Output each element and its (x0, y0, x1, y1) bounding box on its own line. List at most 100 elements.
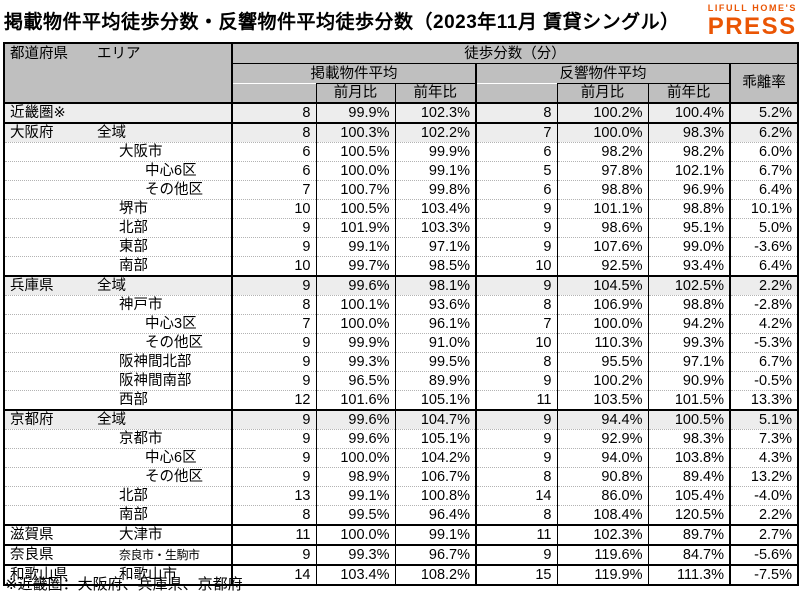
header-listed-value-spacer (231, 83, 316, 103)
inquiry-mom-cell: 100.0% (556, 314, 648, 334)
prefecture-label: 近畿圏※ (10, 105, 66, 121)
listed-mom-cell: 98.9% (315, 467, 395, 487)
inquiry-minutes-cell: 9 (475, 275, 557, 296)
listed-yoy-cell: 108.2% (394, 564, 476, 585)
inquiry-mom-cell: 106.9% (556, 295, 648, 315)
area-label: その他区 (145, 469, 203, 485)
listed-mom-cell: 99.1% (315, 486, 395, 506)
divergence-cell: 6.7% (728, 352, 799, 372)
listed-yoy-cell: 106.7% (394, 467, 476, 487)
area-label: その他区 (145, 182, 203, 198)
inquiry-mom-cell: 110.3% (556, 333, 648, 353)
inquiry-yoy-cell: 105.4% (647, 486, 730, 506)
inquiry-minutes-cell: 9 (475, 429, 557, 449)
listed-mom-cell: 100.5% (315, 199, 395, 219)
table-row: 南部 10 99.7% 98.5% 10 92.5% 93.4% 6.4% (4, 256, 799, 276)
header-inquiry-mom: 前月比 (556, 83, 648, 103)
listed-mom-cell: 99.9% (315, 102, 395, 123)
inquiry-minutes-cell: 9 (475, 237, 557, 257)
area-cell: 南部 (4, 505, 232, 525)
listed-mom-cell: 100.7% (315, 180, 395, 200)
inquiry-mom-cell: 119.9% (556, 564, 648, 585)
inquiry-minutes-cell: 8 (475, 295, 557, 315)
area-cell: 中心6区 (4, 161, 232, 181)
logo-lifull-homes-text: LIFULL HOME'S (707, 3, 797, 13)
listed-yoy-cell: 89.9% (394, 371, 476, 391)
inquiry-yoy-cell: 100.5% (647, 409, 730, 430)
listed-minutes-cell: 9 (231, 237, 316, 257)
table-row: 神戸市 8 100.1% 93.6% 8 106.9% 98.8% -2.8% (4, 295, 799, 315)
inquiry-minutes-cell: 5 (475, 161, 557, 181)
lifull-homes-press-logo: LIFULL HOME'S PRESS (708, 4, 797, 39)
divergence-cell: -0.5% (728, 371, 799, 391)
divergence-cell: -5.6% (728, 544, 799, 565)
area-cell: 京都府 全域 (4, 409, 232, 430)
area-label: 北部 (119, 488, 148, 504)
listed-mom-cell: 103.4% (315, 564, 395, 585)
header-inquiry-yoy: 前年比 (647, 83, 730, 103)
inquiry-yoy-cell: 101.5% (647, 390, 730, 410)
inquiry-yoy-cell: 98.3% (647, 429, 730, 449)
divergence-cell: 5.1% (728, 409, 799, 430)
table-row: 中心6区 9 100.0% 104.2% 9 94.0% 103.8% 4.3% (4, 448, 799, 468)
inquiry-minutes-cell: 11 (475, 524, 557, 545)
inquiry-yoy-cell: 102.1% (647, 161, 730, 181)
header-pref-area-cell: 都道府県 エリア (4, 43, 232, 103)
inquiry-mom-cell: 92.9% (556, 429, 648, 449)
divergence-cell: 2.2% (728, 505, 799, 525)
listed-mom-cell: 101.9% (315, 218, 395, 238)
inquiry-mom-cell: 119.6% (556, 544, 648, 565)
inquiry-yoy-cell: 89.4% (647, 467, 730, 487)
page-title: 掲載物件平均徒歩分数・反響物件平均徒歩分数（2023年11月 賃貸シングル） (4, 12, 680, 33)
listed-minutes-cell: 8 (231, 102, 316, 123)
listed-minutes-cell: 9 (231, 275, 316, 296)
inquiry-minutes-cell: 11 (475, 390, 557, 410)
area-label: 南部 (119, 258, 148, 274)
table-row: 京都府 全域 9 99.6% 104.7% 9 94.4% 100.5% 5.1% (4, 409, 799, 430)
inquiry-mom-cell: 94.4% (556, 409, 648, 430)
inquiry-minutes-cell: 9 (475, 199, 557, 219)
listed-yoy-cell: 104.7% (394, 409, 476, 430)
prefecture-label: 和歌山県 (10, 567, 68, 583)
listed-yoy-cell: 105.1% (394, 429, 476, 449)
area-cell: 兵庫県 全域 (4, 275, 232, 296)
inquiry-minutes-cell: 9 (475, 448, 557, 468)
listed-minutes-cell: 9 (231, 218, 316, 238)
area-label: 中心6区 (145, 163, 197, 179)
area-cell: 中心3区 (4, 314, 232, 334)
inquiry-yoy-cell: 97.1% (647, 352, 730, 372)
inquiry-yoy-cell: 98.8% (647, 295, 730, 315)
listed-minutes-cell: 8 (231, 505, 316, 525)
inquiry-minutes-cell: 7 (475, 122, 557, 143)
prefecture-label: 滋賀県 (10, 527, 54, 543)
inquiry-mom-cell: 100.2% (556, 371, 648, 391)
divergence-cell: 5.0% (728, 218, 799, 238)
listed-yoy-cell: 99.9% (394, 142, 476, 162)
area-label: 大阪市 (119, 144, 163, 160)
area-label: 南部 (119, 507, 148, 523)
listed-minutes-cell: 10 (231, 199, 316, 219)
inquiry-mom-cell: 108.4% (556, 505, 648, 525)
inquiry-yoy-cell: 102.5% (647, 275, 730, 296)
footnote: ※近畿圏：大阪府、兵庫県、京都府 (5, 576, 243, 593)
listed-minutes-cell: 6 (231, 161, 316, 181)
listed-minutes-cell: 9 (231, 409, 316, 430)
listed-mom-cell: 100.0% (315, 524, 395, 545)
area-label: 全域 (97, 412, 126, 428)
listed-minutes-cell: 13 (231, 486, 316, 506)
table-body: 近畿圏※ 8 99.9% 102.3% 8 100.2% 100.4% 5.2% 大阪府 全域 8 1… (4, 102, 799, 585)
prefecture-label: 奈良県 (10, 547, 54, 563)
listed-mom-cell: 100.3% (315, 122, 395, 143)
listed-mom-cell: 99.5% (315, 505, 395, 525)
table-row: 東部 9 99.1% 97.1% 9 107.6% 99.0% -3.6% (4, 237, 799, 257)
listed-yoy-cell: 93.6% (394, 295, 476, 315)
listed-yoy-cell: 104.2% (394, 448, 476, 468)
listed-mom-cell: 101.6% (315, 390, 395, 410)
inquiry-minutes-cell: 8 (475, 352, 557, 372)
header-listed-group: 掲載物件平均 (231, 63, 476, 84)
inquiry-mom-cell: 86.0% (556, 486, 648, 506)
listed-minutes-cell: 9 (231, 448, 316, 468)
listed-mom-cell: 99.6% (315, 275, 395, 296)
table-row: その他区 9 99.9% 91.0% 10 110.3% 99.3% -5.3% (4, 333, 799, 353)
listed-mom-cell: 99.7% (315, 256, 395, 276)
